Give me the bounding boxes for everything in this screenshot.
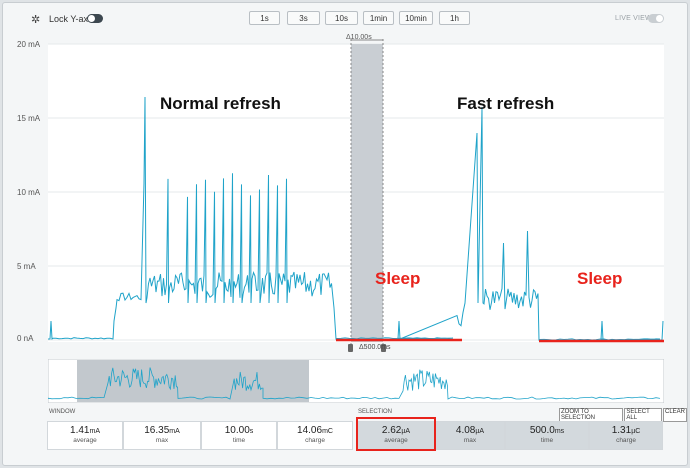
overview-minimap[interactable] [48,359,664,403]
y-tick-0na: 0 nA [17,334,34,343]
window-charge-value: 14.06 [297,425,323,436]
annotation-sleep-2: Sleep [577,269,623,288]
toolbar: ✲ Lock Y-axis 1s 3s 10s 1min 10min 1h LI… [3,11,687,29]
window-max-value: 16.35 [144,425,170,436]
selection-duration-top: Δ10.00s [346,34,372,41]
window-average-unit: mA [89,428,100,435]
selection-average-highlight-box [356,417,436,451]
window-charge-unit: mC [322,428,333,435]
selection-time-unit: ms [554,428,565,435]
current-plot[interactable] [3,3,689,403]
y-tick-5ma: 5 mA [17,262,36,271]
window-average-label: average [73,437,97,444]
time-button-10min[interactable]: 10min [399,11,433,25]
window-max-label: max [155,437,169,444]
selection-charge-value: 1.31 [611,425,632,436]
annotation-fast-refresh: Fast refresh [457,94,555,113]
selection-duration-bottom: Δ500.0ms [359,344,391,351]
window-time-stat: 10.00s time [201,421,277,450]
window-time-label: time [232,437,246,444]
selection-actions: ZOOM TO SELECTION SELECT ALL CLEAR [559,408,687,422]
selection-time-stat: 500.0ms time [505,421,589,450]
selection-region[interactable] [351,44,383,342]
window-time-unit: s [249,428,254,435]
current-trace [48,96,664,341]
window-average-value: 1.41 [70,425,90,436]
selection-max-stat: 4.08µA max [435,421,505,450]
time-button-3s[interactable]: 3s [287,11,320,25]
selection-time-label: time [540,437,554,444]
selection-time-value: 500.0 [529,425,555,436]
minimap-trace [48,367,661,400]
window-max-unit: mA [169,428,180,435]
lock-y-axis-label: Lock Y-axis [49,14,95,24]
gear-icon[interactable]: ✲ [31,14,41,26]
selection-max-unit: µA [475,428,485,435]
time-button-1h[interactable]: 1h [439,11,470,25]
selection-average-label: average [384,437,408,444]
window-average-stat: 1.41mA average [47,421,123,450]
live-view-toggle[interactable] [648,14,664,23]
lock-y-axis-toggle[interactable] [87,14,103,23]
select-all-button[interactable]: SELECT ALL [624,408,662,422]
selection-max-value: 4.08 [455,425,476,436]
time-button-1min[interactable]: 1min [363,11,394,25]
window-charge-stat: 14.06mC charge [277,421,353,450]
y-tick-20ma: 20 mA [17,40,41,49]
annotation-normal-refresh: Normal refresh [160,94,281,113]
selection-right-handle[interactable] [381,344,386,352]
minimap-window[interactable] [77,360,309,402]
window-time-value: 10.00 [224,425,250,436]
window-max-stat: 16.35mA max [123,421,201,450]
selection-average-value: 2.62 [381,425,402,436]
selection-charge-stat: 1.31µC charge [589,421,663,450]
selection-max-label: max [463,437,477,444]
annotation-sleep-1: Sleep [375,269,421,288]
clear-button[interactable]: CLEAR [662,408,687,422]
selection-left-handle[interactable] [348,344,353,352]
selection-section-label: SELECTION [358,409,393,415]
selection-average-unit: µA [401,428,411,435]
y-tick-15ma: 15 mA [17,114,41,123]
time-button-1s[interactable]: 1s [249,11,280,25]
selection-charge-unit: µC [631,428,641,435]
live-view-label: LIVE VIEW [615,15,652,22]
window-charge-label: charge [305,437,325,444]
time-button-10s[interactable]: 10s [325,11,358,25]
zoom-to-selection-button[interactable]: ZOOM TO SELECTION [559,408,624,422]
selection-charge-label: charge [616,437,636,444]
window-section-label: WINDOW [49,409,76,415]
y-tick-10ma: 10 mA [17,188,41,197]
